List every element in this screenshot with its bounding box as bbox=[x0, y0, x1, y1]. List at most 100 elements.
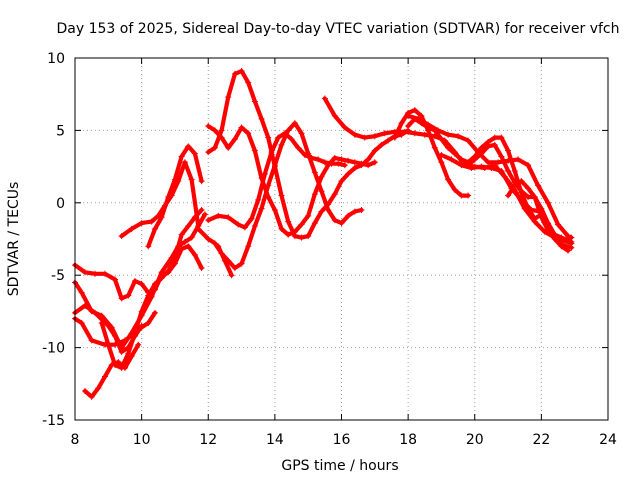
data-point bbox=[285, 218, 292, 225]
data-point bbox=[198, 264, 205, 271]
chart-title: Day 153 of 2025, Sidereal Day-to-day VTE… bbox=[56, 21, 619, 37]
series-line bbox=[506, 179, 571, 253]
data-point bbox=[165, 194, 172, 201]
data-point bbox=[525, 162, 532, 169]
series-line bbox=[72, 310, 158, 347]
data-point bbox=[445, 131, 452, 138]
data-point bbox=[138, 280, 145, 287]
y-axis-title: SDTVAR / TECUs bbox=[6, 182, 22, 297]
data-point bbox=[311, 191, 318, 198]
data-point bbox=[78, 319, 85, 326]
data-point bbox=[315, 156, 322, 163]
data-point bbox=[451, 150, 458, 157]
data-point bbox=[458, 156, 465, 163]
data-point bbox=[81, 302, 88, 309]
data-point bbox=[105, 341, 112, 348]
data-point bbox=[438, 136, 445, 143]
data-point bbox=[251, 98, 258, 105]
data-point bbox=[245, 79, 252, 86]
data-point bbox=[298, 234, 305, 241]
data-point bbox=[345, 170, 352, 177]
data-point bbox=[338, 156, 345, 163]
data-point bbox=[321, 95, 328, 102]
data-point bbox=[258, 115, 265, 122]
data-point bbox=[128, 353, 135, 360]
data-point bbox=[98, 319, 105, 326]
data-point bbox=[365, 156, 372, 163]
data-point bbox=[425, 121, 432, 128]
data-point bbox=[221, 257, 228, 264]
x-tick-label: 20 bbox=[466, 432, 484, 448]
data-point bbox=[498, 167, 505, 174]
data-point bbox=[258, 205, 265, 212]
data-point bbox=[335, 160, 342, 167]
series-track-c bbox=[72, 309, 158, 348]
series-track-o bbox=[391, 107, 472, 199]
data-point bbox=[518, 188, 525, 195]
data-point bbox=[431, 144, 438, 151]
data-point bbox=[518, 178, 525, 185]
data-point bbox=[81, 269, 88, 276]
data-point bbox=[105, 322, 112, 329]
x-tick-label: 14 bbox=[266, 432, 284, 448]
data-point bbox=[321, 159, 328, 166]
data-point bbox=[171, 176, 178, 183]
data-point bbox=[271, 163, 278, 170]
data-point bbox=[448, 156, 455, 163]
data-point bbox=[118, 295, 125, 302]
data-point bbox=[88, 337, 95, 344]
data-point bbox=[205, 217, 212, 224]
data-point bbox=[341, 162, 348, 169]
y-tick-label: -10 bbox=[42, 341, 65, 357]
series-track-t bbox=[505, 178, 572, 254]
data-point bbox=[185, 143, 192, 150]
data-point bbox=[458, 162, 465, 169]
data-point bbox=[131, 277, 138, 284]
data-point bbox=[325, 207, 332, 214]
series-line bbox=[72, 244, 204, 301]
data-point bbox=[491, 134, 498, 141]
series-track-j bbox=[205, 68, 412, 241]
data-point bbox=[151, 280, 158, 287]
data-point bbox=[405, 112, 412, 119]
data-point bbox=[298, 221, 305, 228]
data-point bbox=[465, 162, 472, 169]
data-point bbox=[478, 150, 485, 157]
data-point bbox=[278, 141, 285, 148]
data-point bbox=[185, 222, 192, 229]
data-point bbox=[225, 94, 232, 101]
data-point bbox=[88, 393, 95, 400]
data-point bbox=[81, 388, 88, 395]
data-point bbox=[231, 264, 238, 271]
data-point bbox=[358, 207, 365, 214]
data-point bbox=[281, 130, 288, 137]
data-point bbox=[498, 153, 505, 160]
data-point bbox=[515, 156, 522, 163]
data-point bbox=[551, 236, 558, 242]
data-point bbox=[125, 350, 132, 357]
data-point bbox=[505, 157, 512, 164]
data-point bbox=[558, 243, 565, 250]
data-point bbox=[111, 276, 118, 283]
x-tick-label: 12 bbox=[199, 432, 217, 448]
data-point bbox=[351, 131, 358, 138]
data-point bbox=[298, 130, 305, 137]
data-point bbox=[261, 170, 268, 177]
x-tick-labels: 8 10 12 14 16 18 20 22 24 bbox=[71, 432, 617, 448]
y-tick-label: 0 bbox=[56, 196, 65, 212]
data-point bbox=[198, 178, 205, 185]
series-track-e bbox=[81, 341, 142, 400]
data-point bbox=[525, 185, 532, 192]
data-point bbox=[158, 269, 165, 276]
data-point bbox=[455, 133, 462, 140]
data-point bbox=[228, 272, 235, 279]
data-point bbox=[411, 107, 418, 114]
data-point bbox=[278, 192, 285, 199]
data-point bbox=[101, 270, 108, 277]
data-point bbox=[478, 163, 485, 170]
data-point bbox=[171, 254, 178, 261]
x-tick-label: 18 bbox=[399, 432, 417, 448]
data-point bbox=[435, 127, 442, 134]
data-point bbox=[151, 309, 158, 316]
data-point bbox=[331, 217, 338, 224]
